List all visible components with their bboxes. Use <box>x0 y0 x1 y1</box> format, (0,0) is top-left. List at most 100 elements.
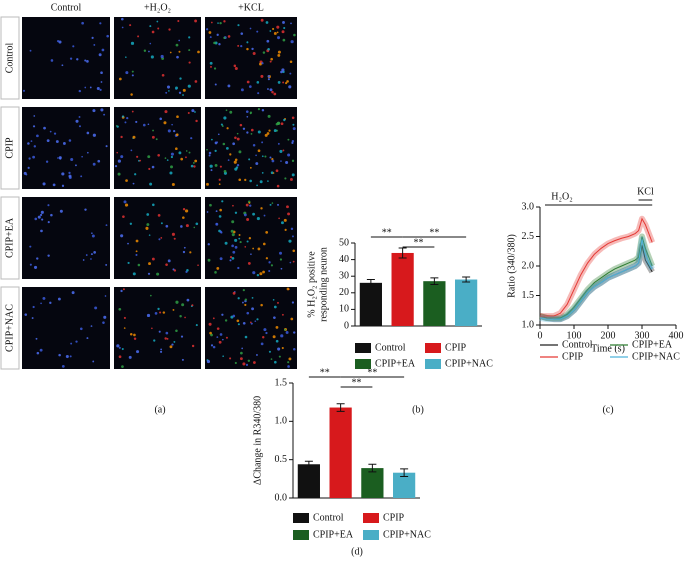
cell <box>175 43 179 47</box>
cell <box>287 212 291 216</box>
cell <box>256 354 258 356</box>
cell <box>218 43 221 46</box>
cell <box>159 350 163 353</box>
cell <box>32 305 35 309</box>
cell <box>283 218 287 222</box>
cell <box>217 133 220 136</box>
cell <box>209 203 212 207</box>
cell <box>211 138 213 141</box>
cell <box>55 140 59 143</box>
cell <box>281 221 284 225</box>
cell <box>86 337 89 340</box>
cell <box>171 182 175 186</box>
cell <box>118 346 121 349</box>
cell <box>280 160 282 162</box>
cell <box>267 88 269 90</box>
cell <box>223 169 227 173</box>
cell <box>245 363 249 366</box>
cell <box>242 362 246 366</box>
cell <box>221 313 224 316</box>
cell <box>249 204 252 207</box>
cell <box>262 336 265 339</box>
cell <box>248 237 252 240</box>
cell <box>268 129 271 132</box>
cell <box>70 158 74 162</box>
cell <box>260 207 263 210</box>
cell <box>282 81 285 84</box>
cell <box>81 21 84 25</box>
cell <box>233 64 237 68</box>
cell <box>282 21 285 24</box>
cell <box>289 60 293 64</box>
row-label-box <box>0 286 20 370</box>
cell <box>259 180 263 184</box>
cell <box>50 213 53 217</box>
legend-label: CPIP+EA <box>375 358 416 369</box>
cell <box>215 222 219 226</box>
cell <box>120 289 123 293</box>
cell <box>29 49 32 52</box>
cell <box>151 257 155 261</box>
cell <box>280 267 283 270</box>
y-axis-label: % H₂O₂ positive <box>306 251 317 318</box>
y-tick-label: 2.5 <box>522 231 535 242</box>
bar <box>423 281 446 326</box>
cell <box>126 117 129 120</box>
cell <box>171 343 174 346</box>
cell <box>246 131 249 134</box>
cell <box>172 308 175 311</box>
cell <box>238 233 241 236</box>
cell <box>89 86 92 89</box>
cell <box>175 300 179 304</box>
cell <box>240 351 243 355</box>
cell <box>267 74 271 78</box>
cell <box>289 72 292 75</box>
cell <box>152 203 155 207</box>
cell <box>180 335 184 338</box>
cell <box>268 261 271 264</box>
cell <box>255 162 259 166</box>
cell <box>212 317 215 320</box>
cell <box>188 49 191 52</box>
cell <box>208 31 212 34</box>
legend-swatch <box>355 343 371 353</box>
cell <box>223 36 226 40</box>
bar <box>361 468 384 498</box>
cell <box>236 137 240 141</box>
panel-label: (c) <box>602 404 613 415</box>
cell <box>33 115 36 117</box>
cell <box>252 247 255 250</box>
legend-label: CPIP <box>383 512 405 523</box>
cell <box>216 336 219 338</box>
cell <box>118 77 122 81</box>
cell <box>276 184 280 188</box>
cell <box>92 360 95 363</box>
legend-label: CPIP+NAC <box>383 529 431 540</box>
cell <box>269 30 272 32</box>
cell <box>136 155 139 158</box>
legend-label: Control <box>562 339 593 350</box>
cell <box>188 61 191 64</box>
cell <box>157 153 160 157</box>
cell <box>193 226 196 229</box>
cell <box>47 204 50 207</box>
cell <box>84 208 87 211</box>
cell <box>159 311 162 314</box>
cell <box>261 155 264 158</box>
y-axis-label: Ratio (340/380) <box>506 234 517 298</box>
cell <box>282 149 285 152</box>
cell <box>122 288 125 291</box>
cell <box>262 51 266 54</box>
cell <box>195 324 198 327</box>
cell <box>124 121 127 124</box>
cell <box>156 272 160 276</box>
cell <box>166 337 169 340</box>
cell <box>136 350 140 354</box>
cell <box>260 342 264 346</box>
error-bar <box>400 468 409 478</box>
cell <box>100 71 103 75</box>
y-axis-label: ΔChange in R340/380 <box>252 396 263 485</box>
cell <box>92 133 96 137</box>
cell <box>288 239 292 243</box>
cell <box>252 212 256 216</box>
